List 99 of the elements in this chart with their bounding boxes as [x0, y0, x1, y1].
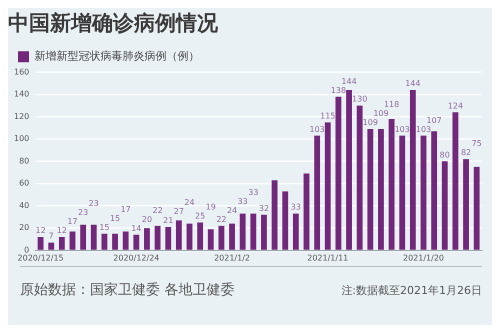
- bar: [186, 224, 192, 250]
- data-label: 124: [448, 101, 464, 110]
- bar: [431, 131, 438, 250]
- bar: [48, 242, 54, 250]
- data-label: 115: [320, 111, 336, 120]
- bar: [122, 231, 129, 250]
- text: 原始数据：国家卫健委 各地卫健委: [20, 281, 234, 299]
- bar: [410, 90, 416, 250]
- x-tick-label: 2021/1/2: [214, 253, 250, 262]
- data-label: 33: [290, 202, 301, 212]
- data-label: 21: [163, 216, 174, 226]
- bar: [282, 191, 288, 250]
- bar: [101, 234, 108, 250]
- y-tick-label: 40: [19, 200, 30, 210]
- data-label: 103: [416, 124, 432, 134]
- data-label: 80: [440, 150, 450, 160]
- data-label: 75: [472, 139, 482, 148]
- data-label: 20: [142, 214, 152, 224]
- x-tick-label: 2020/12/15: [18, 253, 64, 262]
- data-label: 22: [216, 214, 226, 224]
- data-label: 144: [341, 76, 357, 86]
- y-tick-label: 20: [19, 223, 30, 232]
- bar: [399, 136, 406, 250]
- data-label: 109: [362, 118, 378, 128]
- data-label: 15: [99, 222, 110, 232]
- y-tick-label: 120: [14, 112, 30, 121]
- bar: [388, 118, 395, 250]
- y-tick-label: 60: [19, 178, 30, 188]
- bar: [442, 161, 448, 250]
- data-label: 33: [248, 188, 258, 197]
- bar: [112, 234, 118, 250]
- bar: [197, 222, 204, 250]
- bar: [474, 166, 480, 250]
- data-label: 107: [426, 116, 442, 125]
- bar: [208, 229, 214, 250]
- data-label: 23: [78, 208, 88, 218]
- bar: [314, 136, 320, 250]
- data-label: 138: [330, 86, 346, 95]
- data-label: 12: [56, 226, 67, 236]
- bar: [240, 214, 246, 250]
- bar: [356, 106, 363, 250]
- y-tick-label: 80: [19, 156, 30, 166]
- data-label: 82: [460, 148, 472, 158]
- bar: [324, 122, 331, 250]
- y-tick-label: 160: [14, 67, 30, 76]
- data-label: 12: [35, 226, 46, 236]
- bar: [250, 214, 256, 250]
- x-tick-label: 2020/12/24: [113, 253, 160, 262]
- data-label: 23: [88, 199, 99, 208]
- data-label: 33: [238, 196, 248, 206]
- data-label: 103: [394, 124, 410, 134]
- data-label: 27: [174, 207, 184, 216]
- data-label: 15: [110, 214, 120, 223]
- bar: [335, 96, 342, 250]
- bar: [261, 214, 267, 250]
- bar: [58, 237, 65, 250]
- data-label: 144: [405, 79, 421, 88]
- data-label: 22: [152, 206, 163, 215]
- data-label: 19: [206, 202, 216, 212]
- data-label: 118: [384, 100, 400, 110]
- bar: [144, 228, 150, 250]
- x-tick-label: 2021/1/11: [307, 253, 348, 262]
- bar: [420, 136, 426, 250]
- bar: [80, 224, 86, 250]
- data-label: 14: [131, 224, 142, 233]
- y-tick-label: 0: [24, 245, 30, 254]
- y-tick-label: 140: [14, 90, 30, 99]
- text: 注:数据截至2021年1月26日: [341, 283, 482, 298]
- bar: [133, 234, 140, 250]
- bar: [176, 220, 182, 250]
- y-tick-label: 100: [14, 134, 30, 144]
- bar: [90, 224, 97, 250]
- bar: [229, 224, 235, 250]
- data-label: 7: [48, 232, 54, 241]
- data-label: 130: [352, 94, 368, 104]
- data-label: 109: [373, 109, 389, 118]
- data-label: 17: [120, 204, 131, 214]
- data-label: 25: [195, 212, 206, 221]
- bar: [346, 90, 352, 250]
- bar: [165, 227, 172, 250]
- bar: [272, 180, 278, 250]
- bar: [154, 226, 161, 250]
- bar: [367, 129, 374, 250]
- bar: [70, 231, 76, 250]
- data-label: 103: [309, 124, 325, 134]
- bar: [452, 112, 458, 250]
- chart-title: 中国新增确诊病例情况: [8, 11, 219, 36]
- data-label: 24: [184, 198, 195, 208]
- bar: [463, 159, 469, 250]
- x-tick-label: 2021/1/20: [402, 253, 444, 262]
- bar: [378, 129, 384, 250]
- bar: [218, 226, 224, 250]
- bar: [304, 174, 310, 250]
- data-label: 24: [226, 206, 238, 215]
- legend-label: 新增新型冠状病毒肺炎病例（例）: [34, 50, 200, 63]
- bar: [38, 237, 44, 250]
- bar: [292, 214, 299, 250]
- data-label: 32: [258, 204, 270, 213]
- data-label: 17: [67, 217, 78, 226]
